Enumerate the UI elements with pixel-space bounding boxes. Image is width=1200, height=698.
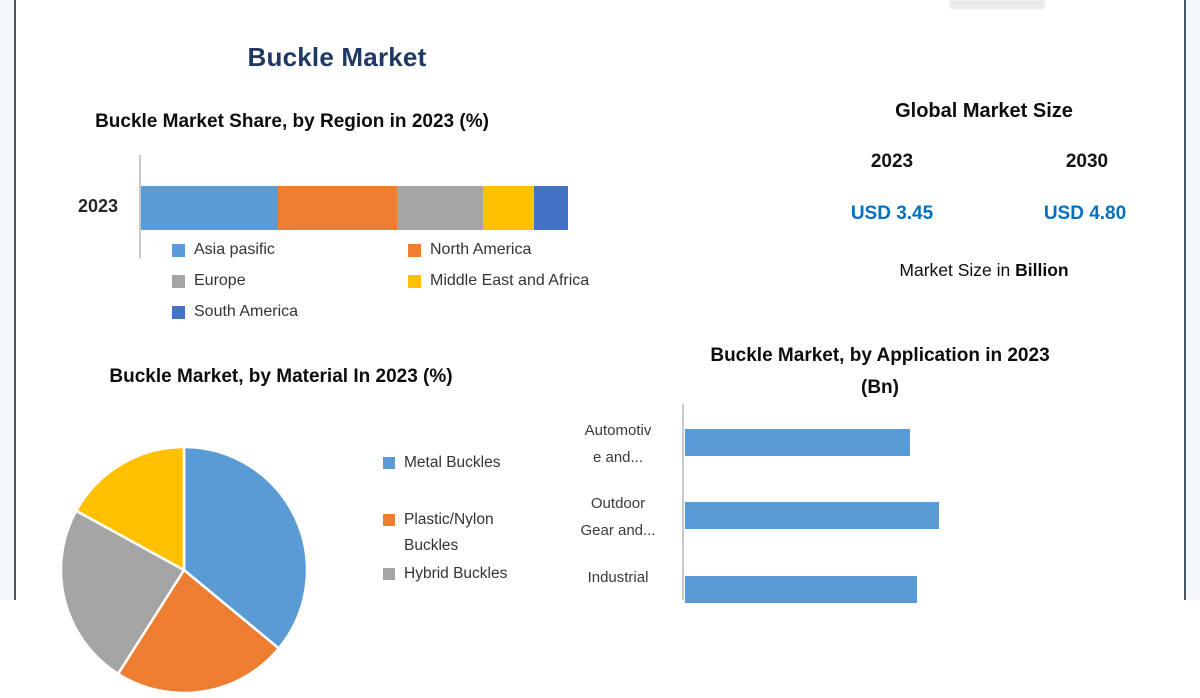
legend-swatch-icon [172,274,185,288]
legend-swatch-icon [408,274,421,288]
legend-label: Metal Buckles [404,454,501,471]
legend-swatch-icon [383,514,395,526]
legend-swatch-icon [408,243,421,257]
region-segment-north-america [277,186,398,230]
application-label-line: Outdoor [590,495,646,512]
region-legend-item-middle-east-and-africa: Middle East and Africa [408,270,589,292]
pie-slice-slice-shown-legend-cropped [74,445,186,572]
market-size-caption: Market Size in Billion [834,260,1134,281]
application-category-axis [682,404,684,600]
application-bar-outdoor-gear-and [685,502,939,529]
region-legend: Asia pasific North America Europe Middle Ea… [172,239,589,323]
region-segment-europe [397,186,483,230]
right-frame-line [1184,0,1186,600]
market-size-caption-unit: Billion [1015,260,1069,280]
material-legend-item-metal-buckles: Metal Buckles [383,450,551,476]
region-segment-middle-east-and-africa [482,186,534,230]
application-label-line: e and... [592,449,644,466]
application-label-automotive-and: Automotiv e and... [560,417,676,471]
application-label-line: Automotiv [584,422,652,439]
material-chart-title: Buckle Market, by Material In 2023 (%) [109,366,453,387]
region-legend-item-south-america: South America [172,301,408,323]
left-edge-tint [0,0,14,600]
region-category-axis [139,155,141,258]
application-bar-industrial [685,576,917,603]
market-size-year-2030: 2030 [1065,151,1109,172]
legend-label: North America [430,241,532,258]
region-axis-label: 2023 [77,196,118,216]
legend-label: Asia pasific [194,241,275,258]
application-label-industrial: Industrial [560,564,676,591]
application-label-line: Industrial [587,569,649,586]
market-size-value-2023: USD 3.45 [850,203,934,224]
market-size-year-2023: 2023 [870,151,914,172]
material-legend-item-hybrid-buckles: Hybrid Buckles [383,561,551,587]
material-pie [59,445,309,695]
market-size-value-2030: USD 4.80 [1043,203,1127,224]
region-segment-asia-pasific [141,186,278,230]
legend-label: Europe [194,272,246,289]
legend-swatch-icon [172,305,185,319]
legend-label: Hybrid Buckles [404,565,508,582]
application-chart-title: Buckle Market, by Application in 2023 (B… [640,340,1120,404]
page-title: Buckle Market [247,42,427,72]
region-segment-south-america [533,186,568,230]
market-size-heading: Global Market Size [895,100,1073,122]
right-edge-tint [1186,0,1200,600]
legend-swatch-icon [383,457,395,469]
legend-label: Middle East and Africa [430,272,590,289]
region-chart-title: Buckle Market Share, by Region in 2023 (… [95,111,489,132]
application-label-line: Gear and... [580,522,656,539]
market-size-caption-prefix: Market Size in [899,260,1016,280]
cropped-watermark [950,0,1045,9]
application-chart-title-line2: (Bn) [861,377,899,398]
application-label-outdoor-gear-and: Outdoor Gear and... [560,490,676,544]
legend-label: South America [194,303,299,320]
region-legend-item-asia-pasific: Asia pasific [172,239,408,261]
application-chart-title-line1: Buckle Market, by Application in 2023 [710,345,1050,366]
legend-swatch-icon [172,243,185,257]
region-legend-item-north-america: North America [408,239,589,261]
legend-label: Plastic/Nylon Buckles [404,511,494,554]
region-stacked-bar [141,186,568,230]
left-frame-line [14,0,16,600]
material-legend-item-plastic-nylon-buckles: Plastic/Nylon Buckles [383,507,551,559]
legend-swatch-icon [383,568,395,580]
region-legend-item-europe: Europe [172,270,408,292]
application-bar-automotive-and [685,429,910,456]
